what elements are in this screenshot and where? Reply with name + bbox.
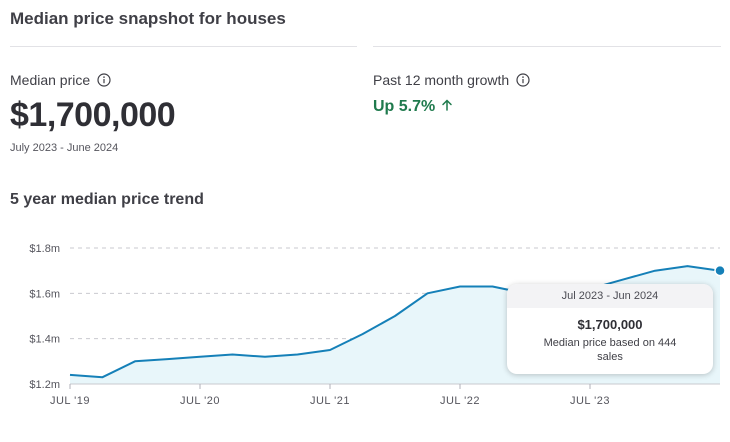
x-tick-label: JUL '22 (440, 395, 480, 407)
growth-value-row: Up 5.7% (373, 98, 453, 116)
x-tick-label: JUL '19 (50, 395, 90, 407)
growth-value: Up 5.7% (373, 98, 436, 115)
trend-title: 5 year median price trend (10, 191, 204, 208)
growth-label-row: Past 12 month growth (373, 72, 530, 88)
selected-point-dot (714, 264, 726, 277)
y-tick-label: $1.6m (29, 288, 60, 300)
y-tick-label: $1.8m (29, 243, 60, 255)
divider-left (10, 46, 357, 47)
x-tick-label: JUL '23 (570, 395, 610, 407)
median-price-value: $1,700,000 (10, 96, 176, 134)
divider-right (373, 46, 721, 47)
chart-tooltip: Jul 2023 - Jun 2024 $1,700,000 Median pr… (507, 284, 713, 374)
tooltip-description: Median price based on 444 sales (543, 337, 677, 363)
page-title: Median price snapshot for houses (10, 9, 286, 28)
growth-label: Past 12 month growth (373, 72, 510, 88)
info-icon[interactable] (97, 73, 111, 87)
tooltip-price: $1,700,000 (577, 317, 643, 332)
median-price-range: July 2023 - June 2024 (10, 142, 119, 154)
price-line (69, 265, 721, 379)
arrow-up-icon (441, 98, 453, 116)
tooltip-period: Jul 2023 - Jun 2024 (507, 284, 713, 308)
y-tick-label: $1.2m (29, 379, 60, 391)
median-price-label-row: Median price (10, 72, 111, 88)
x-tick-label: JUL '20 (180, 395, 220, 407)
median-price-label: Median price (10, 72, 91, 88)
info-icon[interactable] (516, 73, 530, 87)
y-tick-label: $1.4m (29, 334, 60, 346)
x-tick-label: JUL '21 (310, 395, 350, 407)
